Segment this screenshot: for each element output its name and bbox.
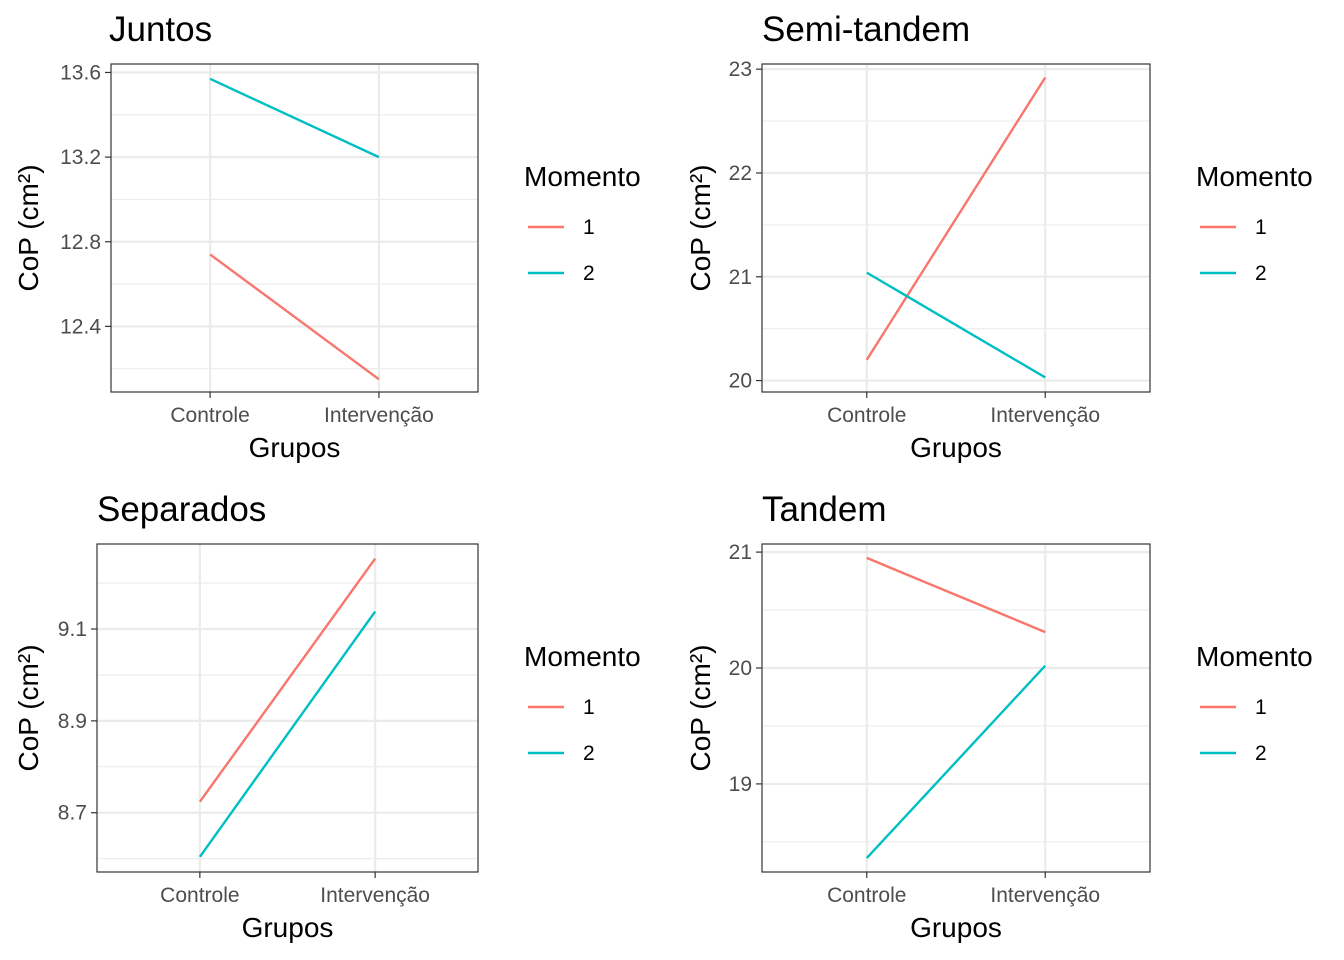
panel-3: 8.7 8.9 9.1 Controle Intervenção Separados Gru… <box>13 490 641 943</box>
panel-title: Semi-tandem <box>762 10 970 49</box>
legend-label: 2 <box>1255 742 1267 765</box>
x-tick-label: Intervenção <box>324 404 434 427</box>
x-axis-title: Grupos <box>249 432 341 463</box>
legend-label: 2 <box>583 262 595 285</box>
legend-title: Momento <box>1196 161 1313 192</box>
series-line-2 <box>865 664 1047 859</box>
legend-title: Momento <box>524 641 641 672</box>
y-tick-label: 19 <box>729 773 752 796</box>
series-line-2 <box>866 271 1046 379</box>
legend-label: 2 <box>1255 262 1267 285</box>
legend-title: Momento <box>524 161 641 192</box>
series-line-1 <box>865 76 1047 361</box>
y-tick-label: 22 <box>729 162 752 185</box>
y-axis-title: CoP (cm²) <box>685 644 716 771</box>
y-tick-label: 20 <box>729 370 752 393</box>
y-tick-label: 12.4 <box>60 315 101 338</box>
legend: Momento 1 2 <box>524 161 641 285</box>
legend-label: 1 <box>583 696 595 719</box>
legend: Momento 1 2 <box>1196 641 1313 765</box>
x-tick-label: Controle <box>170 404 249 427</box>
legend: Momento 1 2 <box>1196 161 1313 285</box>
series-line-1 <box>198 557 377 803</box>
y-axis-title: CoP (cm²) <box>685 164 716 291</box>
legend: Momento 1 2 <box>524 641 641 765</box>
series-line-2 <box>209 77 380 159</box>
y-axis-title: CoP (cm²) <box>13 164 44 291</box>
panel-title: Separados <box>97 490 266 529</box>
panel-border <box>110 63 479 393</box>
panel-border <box>761 63 1151 393</box>
y-tick-label: 12.8 <box>60 231 101 254</box>
series-line-1 <box>209 253 380 381</box>
panel-title: Juntos <box>109 10 212 49</box>
y-tick-label: 13.2 <box>60 146 101 169</box>
y-tick-label: 23 <box>729 58 752 81</box>
y-tick-label: 20 <box>729 657 752 680</box>
panel-border <box>96 543 479 873</box>
series-line-2 <box>198 610 377 858</box>
y-tick-label: 21 <box>729 266 752 289</box>
x-tick-label: Intervenção <box>320 884 430 907</box>
x-axis-title: Grupos <box>910 432 1002 463</box>
x-tick-label: Intervenção <box>990 884 1100 907</box>
panel-border <box>761 543 1151 873</box>
legend-label: 1 <box>583 216 595 239</box>
y-tick-label: 8.9 <box>58 710 87 733</box>
legend-label: 2 <box>583 742 595 765</box>
x-tick-label: Controle <box>160 884 239 907</box>
y-axis-title: CoP (cm²) <box>13 644 44 771</box>
panel-1: 12.4 12.8 13.2 13.6 Controle Intervenção Junto… <box>13 10 641 463</box>
x-axis-title: Grupos <box>242 912 334 943</box>
panel-title: Tandem <box>762 490 887 529</box>
legend-label: 1 <box>1255 216 1267 239</box>
y-tick-label: 13.6 <box>60 61 101 84</box>
y-tick-label: 8.7 <box>58 802 87 825</box>
series-line-1 <box>866 556 1046 634</box>
x-tick-label: Controle <box>827 884 906 907</box>
y-tick-label: 21 <box>729 541 752 564</box>
x-tick-label: Intervenção <box>990 404 1100 427</box>
legend-label: 1 <box>1255 696 1267 719</box>
x-axis-title: Grupos <box>910 912 1002 943</box>
legend-title: Momento <box>1196 641 1313 672</box>
y-tick-label: 9.1 <box>58 618 87 641</box>
x-tick-label: Controle <box>827 404 906 427</box>
